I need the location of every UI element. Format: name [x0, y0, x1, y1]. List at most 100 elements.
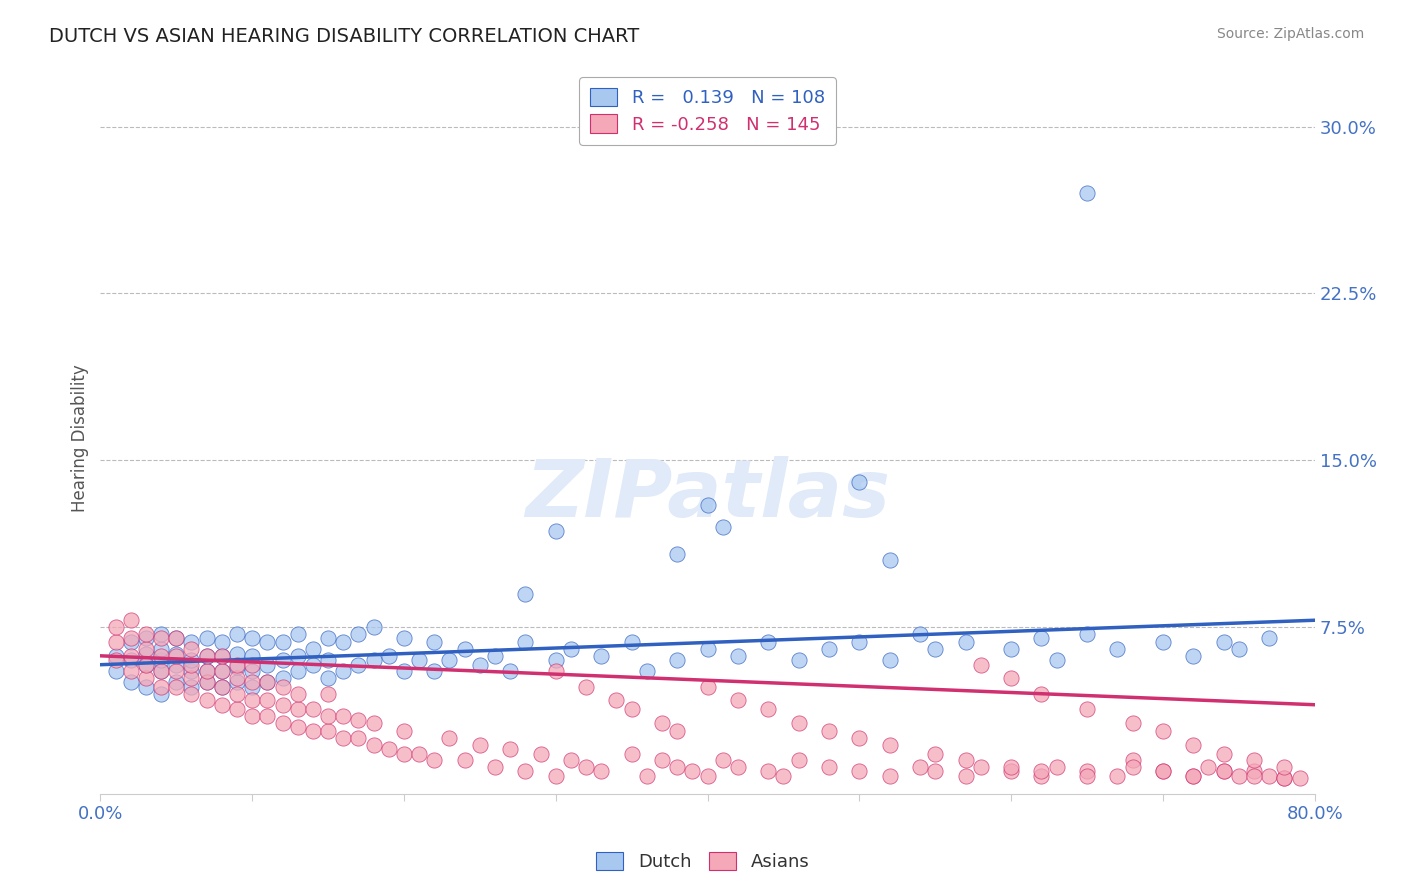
- Point: [195, 675, 218, 690]
- Point: [226, 647, 249, 661]
- Point: [195, 648, 218, 663]
- Point: [879, 653, 901, 667]
- Point: [1212, 764, 1234, 779]
- Point: [1076, 769, 1098, 783]
- Point: [1227, 769, 1250, 783]
- Point: [1272, 771, 1295, 785]
- Point: [135, 680, 157, 694]
- Point: [363, 620, 385, 634]
- Point: [818, 760, 841, 774]
- Point: [468, 657, 491, 672]
- Point: [591, 648, 613, 663]
- Point: [908, 760, 931, 774]
- Point: [120, 631, 142, 645]
- Text: DUTCH VS ASIAN HEARING DISABILITY CORRELATION CHART: DUTCH VS ASIAN HEARING DISABILITY CORREL…: [49, 27, 640, 45]
- Point: [681, 764, 703, 779]
- Point: [271, 698, 294, 712]
- Point: [879, 738, 901, 752]
- Point: [575, 760, 598, 774]
- Point: [332, 709, 354, 723]
- Point: [165, 657, 187, 672]
- Point: [150, 665, 173, 679]
- Point: [1031, 769, 1053, 783]
- Point: [271, 653, 294, 667]
- Point: [302, 657, 325, 672]
- Point: [408, 747, 430, 761]
- Point: [1122, 760, 1144, 774]
- Point: [879, 769, 901, 783]
- Point: [666, 547, 689, 561]
- Point: [135, 642, 157, 657]
- Point: [1197, 760, 1219, 774]
- Point: [544, 653, 567, 667]
- Point: [1031, 687, 1053, 701]
- Point: [135, 626, 157, 640]
- Point: [392, 631, 415, 645]
- Point: [347, 657, 370, 672]
- Point: [165, 631, 187, 645]
- Legend: R =   0.139   N = 108, R = -0.258   N = 145: R = 0.139 N = 108, R = -0.258 N = 145: [579, 77, 835, 145]
- Point: [211, 665, 233, 679]
- Point: [195, 665, 218, 679]
- Point: [924, 642, 946, 657]
- Point: [515, 586, 537, 600]
- Point: [316, 687, 339, 701]
- Point: [575, 680, 598, 694]
- Point: [1046, 653, 1069, 667]
- Point: [256, 675, 278, 690]
- Point: [468, 738, 491, 752]
- Point: [1258, 631, 1281, 645]
- Point: [787, 715, 810, 730]
- Point: [818, 724, 841, 739]
- Point: [271, 715, 294, 730]
- Point: [316, 653, 339, 667]
- Point: [453, 753, 475, 767]
- Point: [135, 647, 157, 661]
- Point: [195, 631, 218, 645]
- Point: [544, 769, 567, 783]
- Point: [150, 648, 173, 663]
- Point: [287, 687, 309, 701]
- Point: [711, 753, 734, 767]
- Point: [256, 635, 278, 649]
- Point: [316, 709, 339, 723]
- Point: [1152, 635, 1174, 649]
- Point: [439, 731, 461, 745]
- Point: [211, 648, 233, 663]
- Point: [666, 760, 689, 774]
- Point: [120, 613, 142, 627]
- Point: [226, 626, 249, 640]
- Point: [363, 715, 385, 730]
- Point: [848, 764, 870, 779]
- Point: [1288, 771, 1310, 785]
- Point: [180, 642, 202, 657]
- Point: [226, 675, 249, 690]
- Point: [1122, 753, 1144, 767]
- Point: [727, 760, 749, 774]
- Point: [150, 626, 173, 640]
- Point: [211, 635, 233, 649]
- Point: [302, 724, 325, 739]
- Point: [453, 642, 475, 657]
- Point: [1152, 764, 1174, 779]
- Point: [256, 709, 278, 723]
- Text: Source: ZipAtlas.com: Source: ZipAtlas.com: [1216, 27, 1364, 41]
- Point: [180, 680, 202, 694]
- Point: [332, 731, 354, 745]
- Point: [1272, 760, 1295, 774]
- Point: [104, 648, 127, 663]
- Y-axis label: Hearing Disability: Hearing Disability: [72, 364, 89, 512]
- Point: [696, 498, 718, 512]
- Point: [696, 642, 718, 657]
- Point: [544, 524, 567, 539]
- Point: [287, 626, 309, 640]
- Point: [120, 665, 142, 679]
- Point: [1076, 702, 1098, 716]
- Point: [180, 657, 202, 672]
- Point: [240, 665, 263, 679]
- Point: [1243, 753, 1265, 767]
- Point: [165, 675, 187, 690]
- Point: [135, 657, 157, 672]
- Point: [620, 702, 643, 716]
- Point: [211, 680, 233, 694]
